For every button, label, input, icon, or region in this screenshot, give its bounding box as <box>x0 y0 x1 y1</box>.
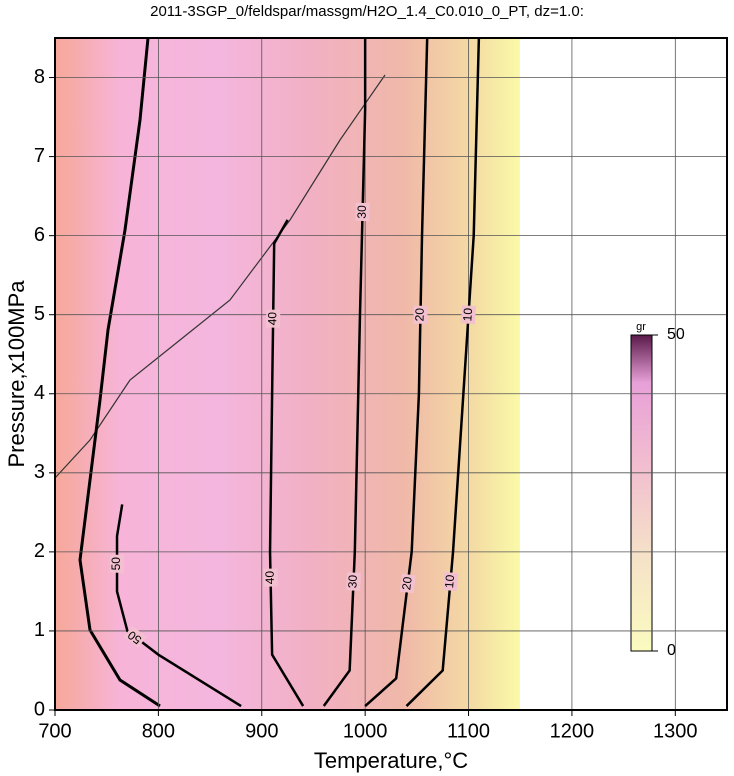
y-tick-label: 6 <box>34 224 45 246</box>
contour-label-bg <box>123 625 147 648</box>
y-tick-label: 3 <box>34 461 45 483</box>
y-tick-label: 7 <box>34 145 45 167</box>
contour-label-bg <box>442 571 459 592</box>
contour-label: 30 <box>345 574 360 588</box>
contour-label: 50 <box>109 557 123 571</box>
contour-label: 20 <box>413 308 427 322</box>
x-axis-label: Temperature,°C <box>314 748 468 773</box>
contour-label: 40 <box>265 312 279 326</box>
contour-label-bg <box>460 305 477 325</box>
contour-label: 10 <box>442 574 457 589</box>
x-tick-label: 700 <box>38 720 71 742</box>
y-tick-label: 0 <box>34 698 45 720</box>
x-tick-label: 1200 <box>550 720 595 742</box>
contour-label-bg <box>399 573 416 594</box>
contour-line <box>322 38 367 707</box>
contour-label: 20 <box>399 576 415 591</box>
x-tick-label: 800 <box>142 720 175 742</box>
y-tick-label: 1 <box>34 619 45 641</box>
chart-title: 2011-3SGP_0/feldspar/massgm/H2O_1.4_C0.0… <box>150 3 584 20</box>
colorbar-label: gr <box>636 321 646 333</box>
y-tick-label: 2 <box>34 540 45 562</box>
contour-label-bg <box>266 309 281 328</box>
x-tick-label: 1100 <box>447 720 490 742</box>
contour-line <box>364 37 429 707</box>
contour-label-bg <box>346 572 361 591</box>
x-tick-label: 900 <box>245 720 278 742</box>
contour-line <box>268 219 305 707</box>
solidus-line <box>78 37 161 708</box>
contour-label-bg <box>413 305 428 324</box>
contour-label-bg <box>355 202 370 222</box>
colorbar-tick-label: 0 <box>667 642 676 659</box>
contour-label: 10 <box>460 307 475 322</box>
contour-line <box>115 504 242 708</box>
contour-label-bg <box>110 554 125 573</box>
contour-label: 30 <box>355 205 369 219</box>
plot-frame <box>54 37 728 711</box>
y-tick-label: 5 <box>34 303 45 325</box>
contour-line <box>405 37 481 707</box>
colorbar <box>630 334 653 652</box>
x-tick-label: 1000 <box>343 720 388 742</box>
contour-label-bg <box>263 568 278 587</box>
colorbar-tick-label: 50 <box>667 326 685 343</box>
y-tick-label: 8 <box>34 66 45 88</box>
y-axis-label: Pressure,x100MPa <box>4 280 29 468</box>
contour-label: 40 <box>263 570 277 584</box>
color-field <box>55 38 520 710</box>
x-tick-label: 1300 <box>653 720 698 742</box>
y-tick-label: 4 <box>34 382 45 404</box>
